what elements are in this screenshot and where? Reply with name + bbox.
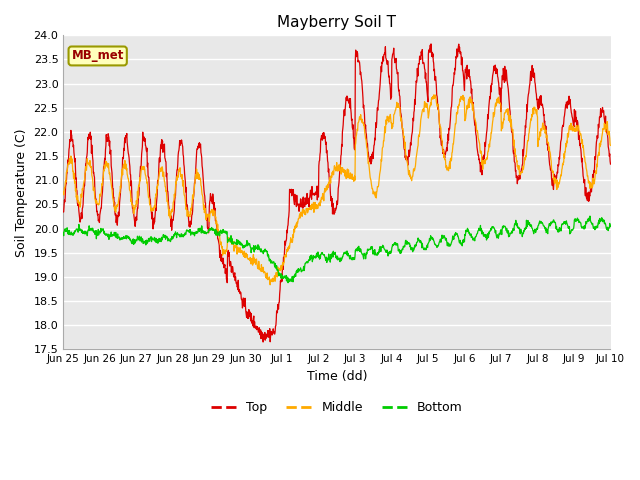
Legend: Top, Middle, Bottom: Top, Middle, Bottom bbox=[207, 396, 467, 420]
X-axis label: Time (dd): Time (dd) bbox=[307, 370, 367, 383]
Title: Mayberry Soil T: Mayberry Soil T bbox=[277, 15, 396, 30]
Y-axis label: Soil Temperature (C): Soil Temperature (C) bbox=[15, 128, 28, 257]
Text: MB_met: MB_met bbox=[72, 49, 124, 62]
